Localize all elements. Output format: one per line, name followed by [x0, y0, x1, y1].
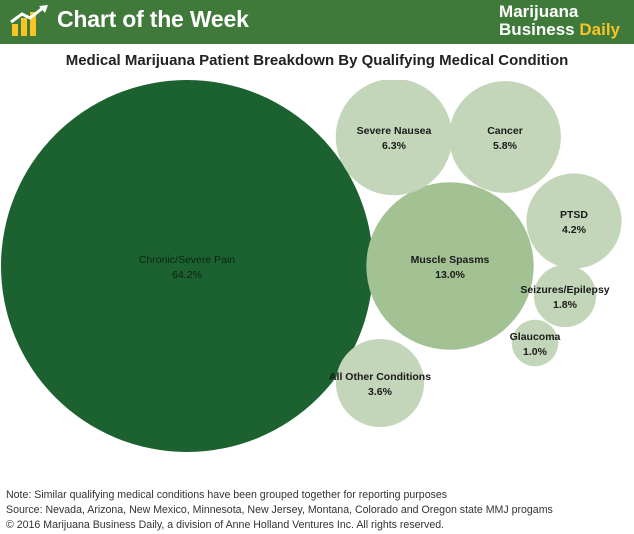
bubble-ptsd: PTSD 4.2%: [526, 173, 622, 269]
bubble-circle: [335, 338, 425, 428]
bubble-label: PTSD: [560, 209, 588, 221]
bubble-circle: [526, 173, 622, 269]
bubble-circle: [335, 80, 453, 196]
bubble-circle: [449, 81, 561, 193]
bubble-muscle-spasms: Muscle Spasms 13.0%: [366, 182, 534, 350]
chart-of-the-week-banner: Chart of the Week Marijuana Business Dai…: [0, 0, 634, 44]
bubble-label: Chronic/Severe Pain: [139, 254, 235, 266]
brand-word-business: Business: [499, 20, 575, 39]
bubble-label: Muscle Spasms: [411, 254, 490, 266]
footer: Note: Similar qualifying medical conditi…: [6, 488, 553, 533]
bubble-circle: [533, 264, 597, 328]
bubble-all-other-conditions: All Other Conditions 3.6%: [329, 338, 431, 428]
footer-source: Source: Nevada, Arizona, New Mexico, Min…: [6, 504, 553, 516]
banner-title: Chart of the Week: [57, 6, 249, 32]
bubble-value-label: 1.0%: [523, 346, 548, 358]
brand-name: Marijuana: [499, 2, 579, 21]
bubble-value-label: 4.2%: [562, 224, 587, 236]
bubble-value-label: 13.0%: [435, 269, 465, 281]
bubble-seizures-epilepsy: Seizures/Epilepsy 1.8%: [520, 264, 610, 328]
bubble-value-label: 64.2%: [172, 269, 202, 281]
bubble-label: Cancer: [487, 125, 523, 137]
footer-note: Note: Similar qualifying medical conditi…: [6, 489, 448, 501]
bubble-chart: Chronic/Severe Pain 64.2% Muscle Spasms 13.…: [1, 80, 622, 452]
chart-title: Medical Marijuana Patient Breakdown By Q…: [65, 52, 569, 69]
bubble-value-label: 1.8%: [553, 299, 578, 311]
bubble-label: All Other Conditions: [329, 371, 431, 383]
bar-chart-logo-icon: [10, 5, 48, 36]
bubble-value-label: 5.8%: [493, 140, 518, 152]
bubble-glaucoma: Glaucoma 1.0%: [510, 319, 561, 367]
brand-word-daily: Daily: [579, 20, 620, 39]
bubble-cancer: Cancer 5.8%: [449, 81, 561, 193]
bubble-severe-nausea: Severe Nausea 6.3%: [335, 80, 453, 196]
bubble-value-label: 6.3%: [382, 140, 407, 152]
bubble-circle: [1, 80, 373, 452]
bubble-label: Severe Nausea: [357, 125, 432, 137]
footer-copyright: © 2016 Marijuana Business Daily, a divis…: [6, 519, 445, 531]
bubble-circle: [511, 319, 559, 367]
bubble-label: Glaucoma: [510, 331, 561, 343]
bubble-circle: [366, 182, 534, 350]
brand-logo: Marijuana Business Daily: [499, 3, 620, 39]
bubble-label: Seizures/Epilepsy: [520, 284, 609, 296]
bubble-value-label: 3.6%: [368, 386, 393, 398]
bubble-chronic-severe-pain: Chronic/Severe Pain 64.2%: [1, 80, 373, 452]
